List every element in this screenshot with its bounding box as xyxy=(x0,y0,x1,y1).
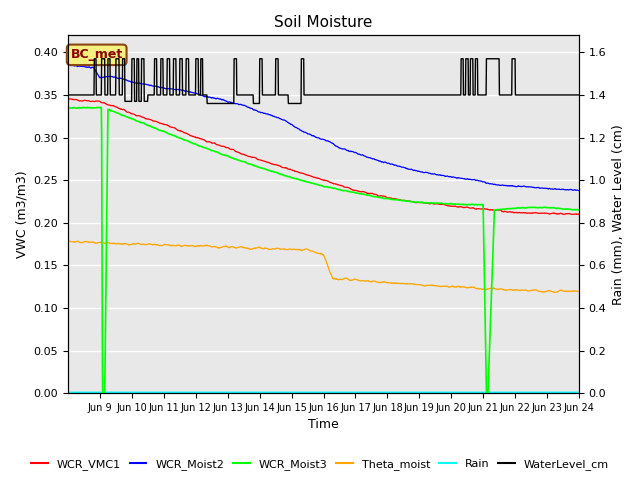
Y-axis label: VWC (m3/m3): VWC (m3/m3) xyxy=(15,170,28,258)
Text: BC_met: BC_met xyxy=(70,48,123,61)
Title: Soil Moisture: Soil Moisture xyxy=(275,15,372,30)
X-axis label: Time: Time xyxy=(308,419,339,432)
Legend: WCR_VMC1, WCR_Moist2, WCR_Moist3, Theta_moist, Rain, WaterLevel_cm: WCR_VMC1, WCR_Moist2, WCR_Moist3, Theta_… xyxy=(27,455,613,474)
Y-axis label: Rain (mm), Water Level (cm): Rain (mm), Water Level (cm) xyxy=(612,124,625,305)
